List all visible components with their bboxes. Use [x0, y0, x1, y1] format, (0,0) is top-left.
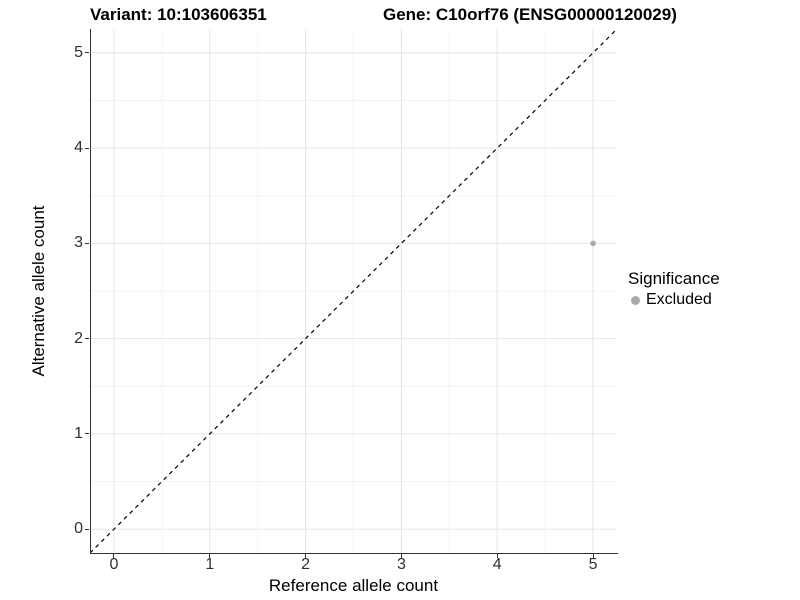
y-axis-line — [90, 29, 91, 554]
legend-point-icon — [631, 295, 640, 305]
x-tick-label: 5 — [588, 556, 598, 573]
y-tick-mark — [85, 338, 89, 340]
x-tick-label: 1 — [205, 556, 215, 573]
identity-dashed-line — [89, 28, 618, 554]
x-axis-title: Reference allele count — [268, 576, 439, 595]
legend-item-label: Excluded — [646, 291, 712, 308]
x-tick-mark — [209, 554, 211, 558]
y-tick-mark — [85, 242, 89, 244]
y-tick-mark — [85, 52, 89, 54]
y-tick-mark — [85, 433, 89, 435]
x-tick-mark — [496, 554, 498, 558]
x-tick-mark — [592, 554, 594, 558]
y-axis-title: Alternative allele count — [29, 205, 48, 377]
x-tick-label: 4 — [492, 556, 502, 573]
legend-items: Excluded — [628, 291, 720, 309]
plot-panel — [89, 28, 618, 554]
y-tick-label: 4 — [74, 139, 83, 157]
y-tick-mark — [85, 147, 89, 149]
y-tick-label: 2 — [74, 329, 83, 347]
y-tick-mark — [85, 528, 89, 530]
data-point-excluded — [590, 240, 596, 247]
x-tick-label: 0 — [109, 556, 119, 573]
x-tick-label: 3 — [396, 556, 406, 573]
scatter-plot-canvas — [89, 28, 618, 554]
legend-item-excluded: Excluded — [628, 291, 720, 309]
y-tick-label: 3 — [74, 234, 83, 252]
y-tick-label: 5 — [74, 43, 83, 61]
gene-title: Gene: C10orf76 (ENSG00000120029) — [383, 5, 677, 24]
legend-title: Significance — [628, 269, 720, 288]
significance-legend: Significance Excluded — [628, 269, 720, 309]
y-tick-label: 0 — [74, 520, 83, 538]
x-tick-mark — [113, 554, 115, 558]
x-tick-label: 2 — [301, 556, 311, 573]
variant-title: Variant: 10:103606351 — [90, 5, 267, 24]
x-axis-line — [90, 553, 618, 554]
x-tick-mark — [400, 554, 402, 558]
y-tick-label: 1 — [74, 424, 83, 442]
x-tick-mark — [305, 554, 307, 558]
